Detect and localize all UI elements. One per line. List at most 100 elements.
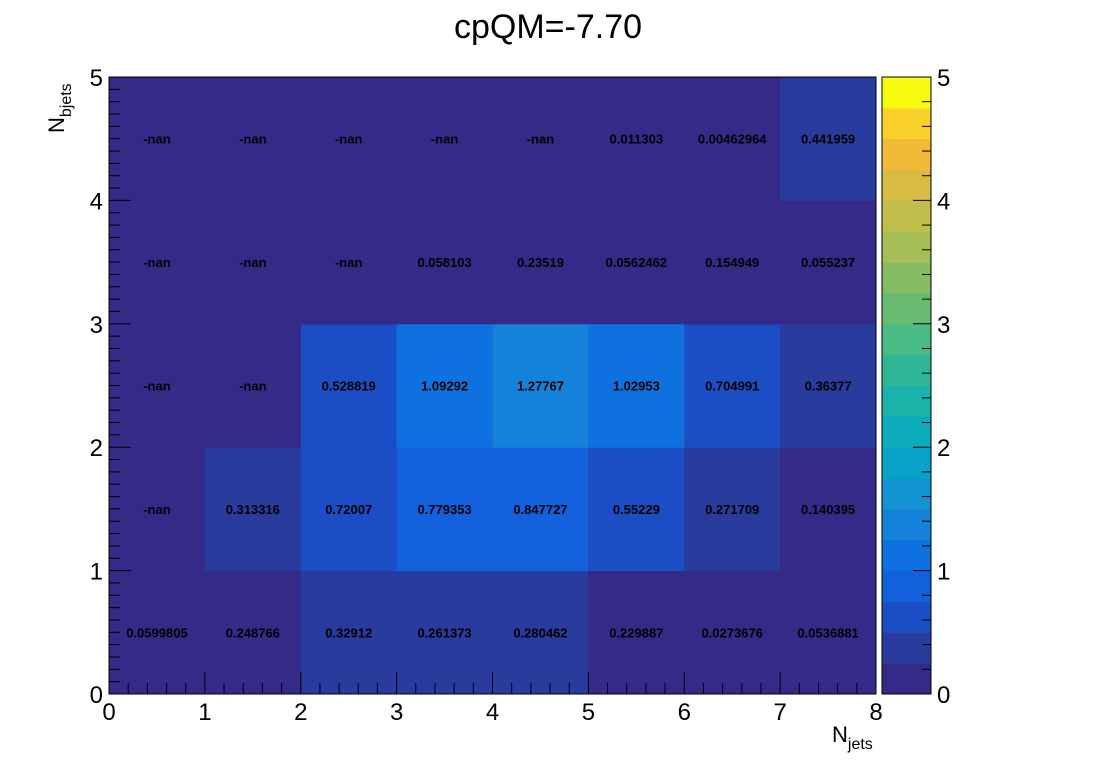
x-tick-label: 0 <box>102 699 115 726</box>
colorbar-swatch <box>882 663 931 695</box>
cell-value-label: -nan <box>143 502 171 517</box>
cell-value-label: 0.229887 <box>609 625 663 640</box>
cell-value-label: 0.261373 <box>417 625 471 640</box>
x-axis: 0 1 2 3 4 5 6 7 8 <box>102 672 883 726</box>
heatmap-cell <box>780 77 877 201</box>
colorbar-swatch <box>882 447 931 479</box>
colorbar-tick-label: 3 <box>937 312 950 339</box>
y-tick-label: 5 <box>90 65 103 92</box>
cell-value-label: 0.055237 <box>801 255 855 270</box>
cell-value-label: 0.313316 <box>226 502 280 517</box>
colorbar-swatch <box>882 262 931 294</box>
colorbar-swatch <box>882 323 931 356</box>
heatmap-cell <box>588 77 685 201</box>
heatmap-cell <box>780 570 877 695</box>
cell-value-label: 0.847727 <box>513 502 567 517</box>
cell-value-label: -nan <box>239 132 267 147</box>
heatmap-cell <box>204 77 302 201</box>
cell-value-labels: 0.0599805 0.248766 0.32912 0.261373 0.280462… <box>126 132 859 641</box>
heatmap-cell <box>780 200 877 325</box>
colorbar-swatch <box>882 632 931 664</box>
cell-value-label: 0.0562462 <box>606 255 667 270</box>
heatmap-cell <box>109 447 206 572</box>
cell-value-label: 0.72007 <box>325 502 372 517</box>
cell-value-label: -nan <box>143 255 171 270</box>
heatmap-cell <box>204 323 302 448</box>
y-axis-label-main: N <box>44 117 69 133</box>
heatmap-cell <box>684 323 781 448</box>
colorbar-tick-label: 1 <box>937 559 950 586</box>
x-axis-label-main: N <box>832 722 848 747</box>
colorbar-frame <box>881 76 932 695</box>
y-tick-label: 3 <box>90 312 103 339</box>
colorbar-swatch <box>882 231 931 263</box>
cell-value-label: -nan <box>527 132 555 147</box>
cell-value-label: 0.248766 <box>226 625 280 640</box>
colorbar-tick-label: 2 <box>937 435 950 462</box>
y-axis-label-sub: bjets <box>58 83 75 117</box>
heatmap-cell <box>492 323 589 448</box>
cell-value-label: 0.0536881 <box>797 625 858 640</box>
colorbar-swatch <box>882 539 931 572</box>
heatmap-cell <box>109 77 206 201</box>
heatmap-cell <box>109 570 206 695</box>
cell-value-label: 0.32912 <box>325 625 372 640</box>
heatmap-cell <box>300 447 398 572</box>
heatmap-cell <box>300 570 398 695</box>
colorbar-swatch <box>882 601 931 633</box>
heatmap-cell <box>588 200 685 325</box>
cell-value-label: 0.36377 <box>805 379 852 394</box>
cell-value-label: 0.140395 <box>801 502 855 517</box>
colorbar-swatch <box>882 385 931 417</box>
cell-value-label: -nan <box>239 255 267 270</box>
x-tick-label: 8 <box>869 699 882 726</box>
cell-value-label: 0.0599805 <box>126 625 187 640</box>
heatmap-cell <box>300 323 398 448</box>
cell-value-label: -nan <box>335 255 363 270</box>
x-axis-label-sub: jets <box>847 736 873 753</box>
heatmap-cell <box>684 200 781 325</box>
colorbar-swatch <box>882 77 931 109</box>
x-tick-label: 2 <box>294 699 307 726</box>
colorbar-tick-label: 4 <box>937 188 950 215</box>
heatmap-cell <box>684 447 781 572</box>
chart-title: cpQM=-7.70 <box>454 8 642 46</box>
cell-value-label: 0.528819 <box>322 379 376 394</box>
heatmap-cells <box>109 77 877 695</box>
color-scale-bar: 0 1 2 3 4 5 <box>881 65 950 709</box>
cell-value-label: 0.441959 <box>801 132 855 147</box>
cell-value-label: 0.779353 <box>417 502 471 517</box>
colorbar-swatch <box>882 478 931 510</box>
heatmap-cell <box>588 323 685 448</box>
heatmap-cell <box>396 570 493 695</box>
heatmap-cell <box>300 200 398 325</box>
x-axis-label: Njets <box>832 722 873 753</box>
y-tick-label: 1 <box>90 559 103 586</box>
colorbar-swatch <box>882 292 931 325</box>
y-axis: 0 1 2 3 4 5 <box>90 65 131 709</box>
colorbar-swatch <box>882 570 931 602</box>
heatmap-cell <box>588 447 685 572</box>
x-tick-label: 6 <box>678 699 691 726</box>
heatmap-cell <box>492 200 589 325</box>
colorbar-tick-label: 5 <box>937 65 950 92</box>
cell-value-label: 1.09292 <box>421 379 468 394</box>
heatmap-cell <box>204 447 302 572</box>
colorbar-swatch <box>882 169 931 201</box>
cell-value-label: 0.058103 <box>417 255 471 270</box>
heatmap-cell <box>204 570 302 695</box>
heatmap-cell <box>492 447 589 572</box>
cell-value-label: -nan <box>143 379 171 394</box>
heatmap-cell <box>492 77 589 201</box>
colorbar-swatch <box>882 138 931 171</box>
cell-value-label: 0.011303 <box>610 132 664 147</box>
colorbar-swatch <box>882 200 931 232</box>
cell-value-label: 0.154949 <box>705 255 759 270</box>
cell-value-label: 0.00462964 <box>698 132 767 147</box>
heatmap-cell <box>396 447 493 572</box>
heatmap-cell <box>396 323 493 448</box>
x-tick-label: 1 <box>198 699 211 726</box>
x-tick-label: 7 <box>773 699 786 726</box>
heatmap-cell <box>684 77 781 201</box>
